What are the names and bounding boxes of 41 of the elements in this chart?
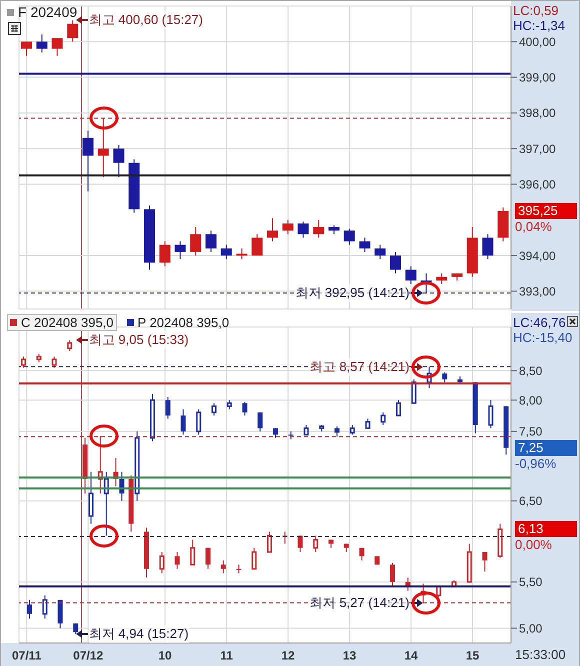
text: 0,04% — [515, 218, 556, 234]
text: LC:46,76 — [513, 315, 566, 330]
y-tick-label: 393,00 — [519, 284, 556, 298]
text: 395,25 — [515, 202, 577, 219]
annotation: 최고 9,05 (15:33) — [88, 331, 189, 350]
text: 0,00% — [515, 537, 556, 552]
text: 7,25 — [515, 440, 577, 456]
text: HC:-15,40 — [513, 330, 572, 345]
annotation: 최고 400,60 (15:27) — [88, 11, 203, 30]
y-tick-label: 397,00 — [519, 142, 556, 156]
y-tick-label: 400,00 — [519, 34, 556, 49]
x-tick-label: 12 — [281, 648, 296, 663]
legend-label: P 202408 395,0 — [138, 315, 230, 330]
annotation: 최고 8,57 (14:21) — [310, 358, 410, 376]
y-tick-label: 8,00 — [519, 393, 543, 408]
y-tick-label: 396,00 — [519, 177, 556, 192]
text: 6,13 — [515, 521, 577, 538]
y-tick-label: 7,50 — [519, 424, 543, 439]
y-tick-label: 394,00 — [519, 248, 556, 263]
y-tick-label: 6,50 — [519, 494, 543, 508]
x-tick-label: 13 — [342, 648, 357, 663]
x-tick-label: 14 — [404, 648, 418, 663]
y-tick-label: 398,00 — [519, 106, 556, 120]
x-tick-label: 07/12 — [73, 648, 104, 663]
chart-title: F 202409 — [18, 4, 78, 20]
annotation: 최저 4,94 (15:27) — [88, 625, 189, 644]
text: LC:0,59 — [513, 3, 559, 18]
x-tick-label: 10 — [158, 648, 172, 663]
legend-label: C 202408 395,0 — [21, 315, 114, 330]
y-tick-label: 8,50 — [519, 364, 543, 378]
annotation: 최저 5,27 (14:21) — [310, 594, 410, 612]
y-tick-label: 5,00 — [519, 621, 543, 636]
annotation: 최저 392,95 (14:21) — [295, 284, 410, 302]
x-tick-label: 07/11 — [12, 648, 42, 663]
text: 15:33:00 — [515, 647, 566, 662]
text: -0,96% — [515, 456, 560, 471]
x-tick-label: 15 — [466, 648, 480, 663]
text: HC:-1,34 — [513, 18, 566, 33]
y-tick-label: 399,00 — [519, 70, 556, 85]
x-tick-label: 11 — [220, 648, 234, 663]
y-tick-label: 5,50 — [519, 575, 543, 590]
